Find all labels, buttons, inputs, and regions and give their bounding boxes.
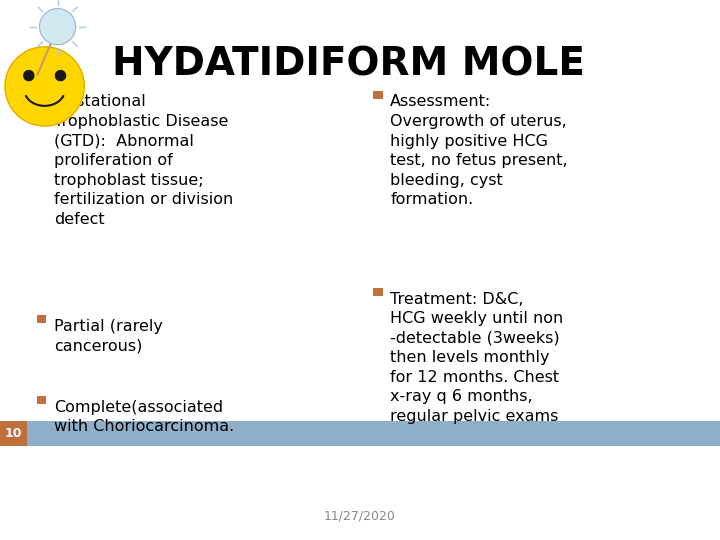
Polygon shape (24, 71, 34, 80)
FancyBboxPatch shape (37, 315, 46, 323)
Polygon shape (5, 47, 84, 126)
FancyBboxPatch shape (37, 91, 46, 99)
Text: Assessment:
Overgrowth of uterus,
highly positive HCG
test, no fetus present,
bl: Assessment: Overgrowth of uterus, highly… (390, 94, 568, 207)
Polygon shape (55, 71, 66, 80)
FancyBboxPatch shape (37, 396, 46, 404)
Text: 11/27/2020: 11/27/2020 (324, 509, 396, 522)
FancyBboxPatch shape (0, 421, 27, 445)
FancyBboxPatch shape (0, 421, 720, 445)
Text: HYDATIDIFORM MOLE: HYDATIDIFORM MOLE (112, 46, 585, 84)
Text: Gestational
Trophoblastic Disease
(GTD):  Abnormal
proliferation of
trophoblast : Gestational Trophoblastic Disease (GTD):… (54, 94, 233, 227)
Text: Treatment: D&C,
HCG weekly until non
-detectable (3weeks)
then levels monthly
fo: Treatment: D&C, HCG weekly until non -de… (390, 292, 564, 424)
Text: Partial (rarely
cancerous): Partial (rarely cancerous) (54, 319, 163, 353)
Text: 10: 10 (5, 427, 22, 440)
Polygon shape (40, 9, 76, 45)
FancyBboxPatch shape (374, 91, 383, 99)
FancyBboxPatch shape (374, 288, 383, 296)
Text: Complete(associated
with Choriocarcinoma.: Complete(associated with Choriocarcinoma… (54, 400, 234, 434)
